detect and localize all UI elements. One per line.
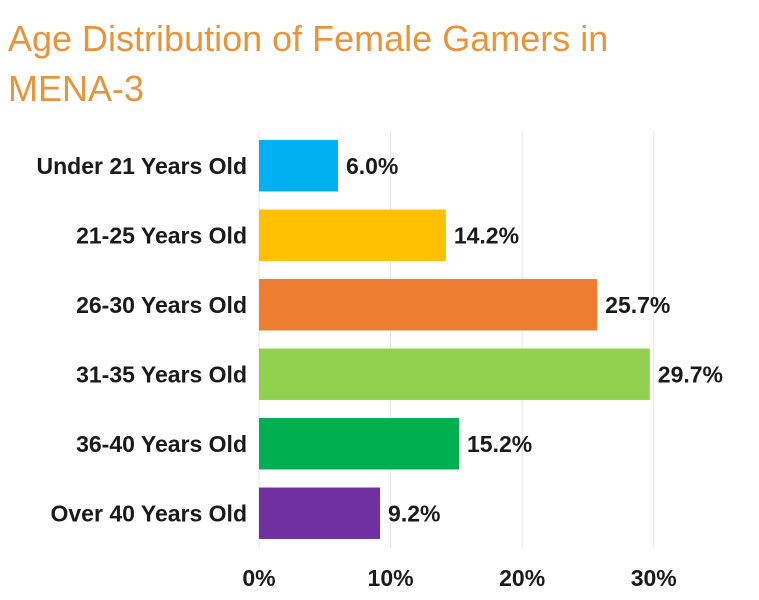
x-tick-label: 10%: [368, 565, 414, 591]
data-label: 9.2%: [388, 500, 440, 526]
bar: [259, 487, 381, 539]
x-tick-label: 0%: [242, 565, 275, 591]
bars: [259, 140, 650, 539]
category-label: Over 40 Years Old: [51, 500, 248, 526]
bar: [259, 279, 598, 331]
category-label: 31-35 Years Old: [76, 361, 247, 387]
x-tick-label: 20%: [499, 565, 545, 591]
bar: [259, 348, 650, 400]
bar: [259, 209, 446, 261]
data-label: 29.7%: [658, 361, 723, 387]
data-label: 6.0%: [346, 153, 398, 179]
x-tick-label: 30%: [631, 565, 677, 591]
category-label: 36-40 Years Old: [76, 431, 247, 457]
grid-lines: [258, 131, 655, 548]
category-label: Under 21 Years Old: [36, 153, 247, 179]
bar: [259, 418, 459, 470]
data-label: 14.2%: [454, 222, 519, 248]
data-label: 15.2%: [467, 431, 532, 457]
data-label: 25.7%: [605, 292, 670, 318]
category-label: 26-30 Years Old: [76, 292, 247, 318]
chart-title: Age Distribution of Female Gamers in MEN…: [8, 18, 609, 109]
category-label: 21-25 Years Old: [76, 222, 247, 248]
bar: [259, 140, 338, 192]
labels: 0% 10% 20% 30% Under 21 Years Old 6.0% 21-25 Y…: [36, 153, 723, 591]
